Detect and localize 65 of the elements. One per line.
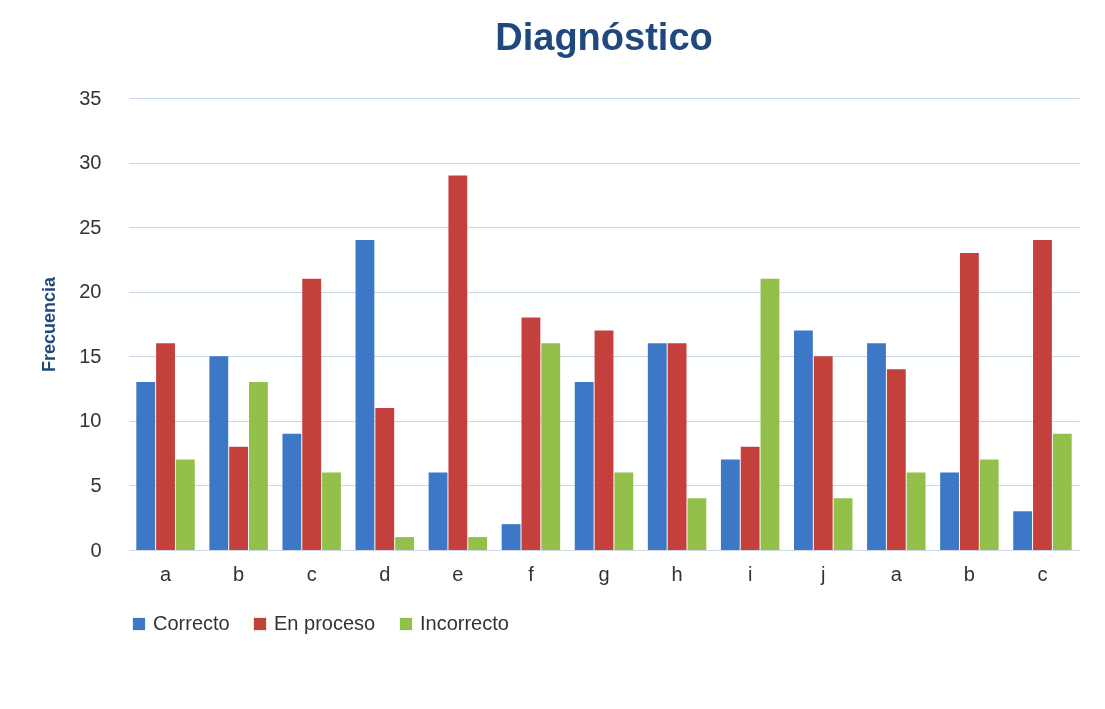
bar — [282, 433, 302, 550]
x-tick-label: a — [890, 562, 903, 585]
y-tick-label: 15 — [79, 344, 102, 367]
x-tick-label: e — [452, 562, 464, 585]
y-tick-label: 10 — [79, 409, 102, 432]
bar — [760, 278, 780, 550]
x-tick-label: d — [379, 562, 391, 585]
y-tick-label: 30 — [79, 151, 102, 174]
bar — [229, 446, 249, 550]
bar — [209, 356, 229, 550]
x-tick-label: b — [963, 562, 975, 585]
bar — [906, 472, 926, 550]
y-tick-label: 20 — [79, 280, 102, 303]
x-tick-label: b — [233, 562, 245, 585]
bar — [979, 459, 999, 550]
bar — [1013, 511, 1033, 550]
bar — [720, 459, 740, 550]
bar — [687, 498, 707, 550]
legend-label: Correcto — [153, 612, 230, 634]
bar — [249, 382, 268, 550]
bar — [355, 240, 375, 550]
bar — [521, 317, 541, 550]
bar — [614, 472, 634, 550]
legend-label: En proceso — [274, 612, 376, 634]
legend-label: Incorrecto — [420, 612, 509, 634]
y-tick-label: 5 — [90, 473, 102, 496]
bar — [740, 446, 760, 550]
bar — [468, 537, 488, 550]
bar — [428, 472, 448, 550]
bar — [175, 459, 195, 550]
bar — [395, 537, 414, 550]
bar — [156, 343, 175, 550]
y-axis-title: Frecuencia — [39, 275, 60, 373]
bar — [375, 407, 395, 550]
x-tick-label: j — [820, 562, 826, 585]
bar — [647, 343, 667, 550]
bar — [959, 252, 979, 550]
bar — [833, 498, 853, 550]
chart-title: Diagnóstico — [495, 16, 713, 58]
bar — [867, 343, 886, 550]
y-tick-label: 25 — [79, 215, 102, 238]
bar — [667, 343, 687, 550]
bar — [594, 330, 614, 550]
bar — [1052, 433, 1072, 550]
bar — [886, 369, 906, 550]
x-tick-label: g — [598, 562, 610, 585]
x-tick-label: h — [671, 562, 683, 585]
bar — [448, 175, 468, 550]
y-tick-label: 0 — [90, 538, 102, 561]
bar — [794, 330, 813, 550]
x-tick-label: c — [306, 562, 317, 585]
bar — [574, 382, 594, 550]
bar — [940, 472, 959, 550]
x-tick-label: i — [747, 562, 753, 585]
y-tick-label: 35 — [79, 86, 102, 109]
x-tick-label: f — [528, 562, 535, 585]
bar — [322, 472, 341, 550]
bar — [541, 343, 561, 550]
bar — [501, 524, 521, 550]
bar — [1033, 240, 1052, 550]
x-tick-label: c — [1037, 562, 1048, 585]
x-tick-label: a — [159, 562, 172, 585]
bar — [813, 356, 833, 550]
bar — [302, 278, 322, 550]
bar — [136, 382, 156, 550]
